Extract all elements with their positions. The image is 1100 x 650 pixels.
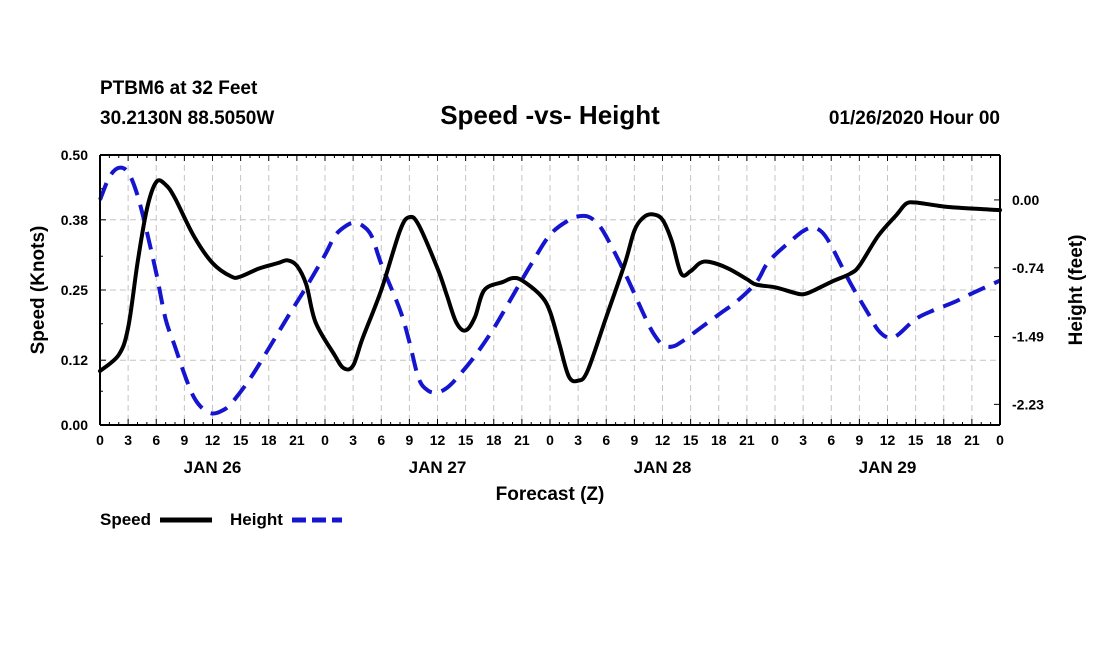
x-tick-label: 0 — [996, 432, 1004, 448]
left-axis-title: Speed (Knots) — [28, 226, 49, 355]
left-tick-label: 0.25 — [61, 282, 88, 298]
x-tick-label: 3 — [574, 432, 582, 448]
x-tick-label: 6 — [827, 432, 835, 448]
x-tick-label: 12 — [430, 432, 446, 448]
x-tick-label: 0 — [321, 432, 329, 448]
x-tick-label: 9 — [855, 432, 863, 448]
x-tick-label: 3 — [349, 432, 357, 448]
x-tick-label: 21 — [514, 432, 530, 448]
x-tick-label: 9 — [405, 432, 413, 448]
x-tick-label: 21 — [289, 432, 305, 448]
height-series-line — [98, 165, 1001, 416]
right-tick-label: -0.74 — [1012, 260, 1044, 276]
x-tick-label: 6 — [152, 432, 160, 448]
x-tick-label: 6 — [377, 432, 385, 448]
day-label: JAN 26 — [184, 458, 242, 477]
x-tick-label: 21 — [739, 432, 755, 448]
x-tick-label: 21 — [964, 432, 980, 448]
right-axis-title: Height (feet) — [1066, 235, 1087, 346]
x-tick-label: 3 — [124, 432, 132, 448]
x-tick-label: 9 — [630, 432, 638, 448]
x-tick-label: 18 — [486, 432, 502, 448]
station-label: PTBM6 at 32 Feet — [100, 78, 258, 99]
x-tick-label: 18 — [936, 432, 952, 448]
run-time-label: 01/26/2020 Hour 00 — [829, 108, 1000, 129]
left-tick-label: 0.00 — [61, 417, 88, 433]
right-axis-ticks: 0.00 -0.74 -1.49 -2.23 — [994, 192, 1044, 412]
legend-speed-label: Speed — [100, 510, 151, 529]
x-tick-label: 18 — [261, 432, 277, 448]
x-tick-label: 15 — [683, 432, 699, 448]
x-tick-label: 0 — [771, 432, 779, 448]
x-tick-label: 6 — [602, 432, 610, 448]
speed-series-line — [98, 178, 1002, 384]
left-tick-label: 0.12 — [61, 352, 88, 368]
left-tick-label: 0.50 — [61, 147, 88, 163]
left-axis-ticks: 0.00 0.12 0.25 0.38 0.50 — [61, 147, 106, 433]
x-tick-label: 0 — [96, 432, 104, 448]
legend-height-label: Height — [230, 510, 283, 529]
left-tick-label: 0.38 — [61, 212, 88, 228]
x-tick-label: 3 — [799, 432, 807, 448]
x-tick-label: 15 — [458, 432, 474, 448]
day-label: JAN 29 — [859, 458, 917, 477]
x-tick-label: 15 — [233, 432, 249, 448]
x-tick-label: 9 — [180, 432, 188, 448]
x-tick-label: 12 — [205, 432, 221, 448]
x-tick-label: 18 — [711, 432, 727, 448]
day-label: JAN 28 — [634, 458, 692, 477]
right-tick-label: -1.49 — [1012, 329, 1044, 345]
x-tick-label: 12 — [655, 432, 671, 448]
x-axis-day-labels: JAN 26 JAN 27 JAN 28 JAN 29 — [184, 458, 917, 477]
x-axis-ticks: 0 3 6 9 12 15 18 21 0 3 6 9 12 15 18 21 0 3 6 9 12 15 18 21 0 3 6 9… — [96, 155, 1004, 448]
x-tick-label: 0 — [546, 432, 554, 448]
grid-lines — [100, 155, 1000, 425]
x-tick-label: 12 — [880, 432, 896, 448]
chart-title: Speed -vs- Height — [440, 100, 660, 130]
right-tick-label: -2.23 — [1012, 396, 1044, 412]
x-tick-label: 15 — [908, 432, 924, 448]
x-axis-title: Forecast (Z) — [496, 484, 605, 505]
right-tick-label: 0.00 — [1012, 192, 1039, 208]
day-label: JAN 27 — [409, 458, 467, 477]
coordinates-label: 30.2130N 88.5050W — [100, 108, 274, 129]
